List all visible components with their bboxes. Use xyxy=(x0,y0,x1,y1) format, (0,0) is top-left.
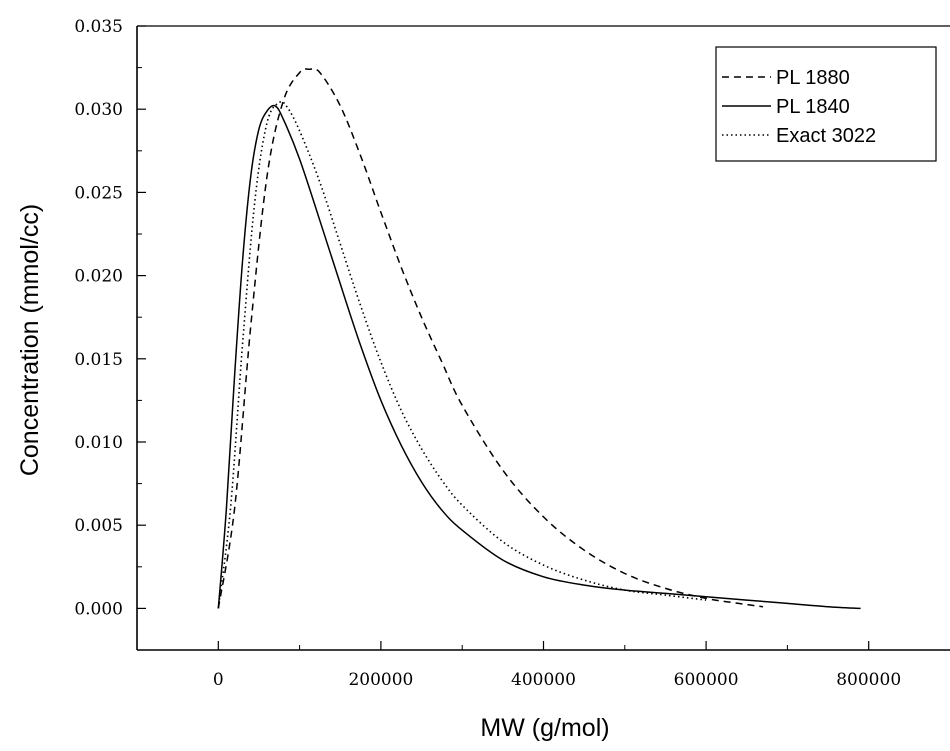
legend-box xyxy=(715,46,937,162)
x-tick-label: 0 xyxy=(213,670,224,690)
y-tick-label: 0.020 xyxy=(74,267,123,287)
y-tick-label: 0.025 xyxy=(74,183,123,203)
legend-label: PL 1840 xyxy=(776,96,850,118)
y-tick-label: 0.015 xyxy=(74,350,123,370)
y-tick-label: 0.035 xyxy=(74,17,123,37)
x-axis-title: MW (g/mol) xyxy=(480,714,609,742)
x-tick-label: 600000 xyxy=(674,670,739,690)
legend-label: Exact 3022 xyxy=(776,125,876,147)
y-axis-title: Concentration (mmol/cc) xyxy=(16,204,44,476)
tick-labels: 0.000 0.005 0.010 0.015 0.020 0.025 0.030 0.035… xyxy=(74,17,901,690)
series-lines xyxy=(217,67,861,610)
y-tick-label: 0.030 xyxy=(74,100,123,120)
x-tick-label: 800000 xyxy=(836,670,901,690)
series-line-pl-1840 xyxy=(217,104,861,610)
series-line-pl-1880 xyxy=(217,67,764,609)
y-tick-label: 0.005 xyxy=(74,516,123,536)
legend-label: PL 1880 xyxy=(776,67,850,89)
x-tick-label: 200000 xyxy=(348,670,413,690)
y-tick-label: 0.010 xyxy=(74,433,123,453)
y-tick-label: 0.000 xyxy=(74,599,123,619)
axis-ticks xyxy=(137,25,870,651)
x-tick-label: 400000 xyxy=(511,670,576,690)
series-line-exact-3022 xyxy=(217,100,707,609)
legend: PL 1880 PL 1840 Exact 3022 xyxy=(715,46,937,162)
